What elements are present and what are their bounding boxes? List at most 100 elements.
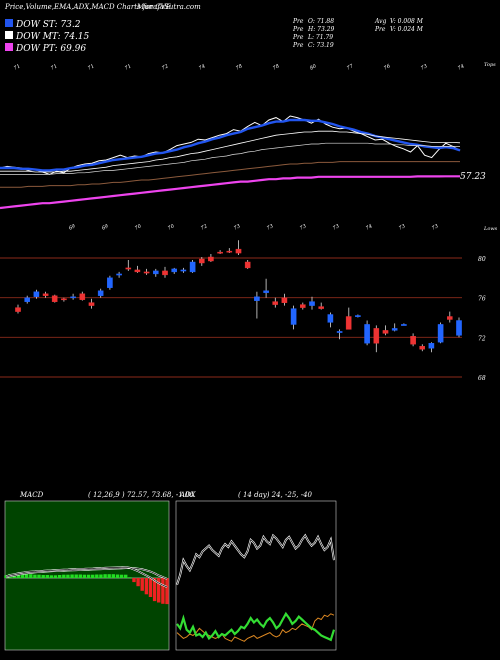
top-marker-label: 80 — [309, 63, 318, 72]
low-marker-label: 69 — [101, 223, 110, 232]
stat-high: H: 73.29 — [307, 26, 335, 33]
stat-open: O: 71.88 — [308, 18, 334, 25]
stat-low: L: 71.79 — [307, 34, 333, 41]
stat-avg-vol: V: 0.008 M — [390, 18, 424, 25]
candle-down — [125, 267, 132, 270]
candle-down — [88, 302, 95, 306]
candle-up — [456, 320, 462, 336]
candle-up — [437, 324, 444, 343]
adx-minus-di-line — [176, 613, 335, 642]
stat-pre-vol-prefix: Pre — [374, 26, 386, 33]
candle-down — [217, 251, 223, 254]
low-marker-label: 73 — [431, 223, 440, 231]
candle-up — [171, 268, 178, 273]
adx-line-inner — [176, 534, 335, 585]
top-marker-label: 71 — [50, 63, 59, 71]
stat-open-prefix: Pre — [292, 18, 304, 25]
price-label: 57.23 — [460, 172, 486, 182]
candle-up — [309, 301, 315, 306]
low-marker-label: 70 — [134, 223, 143, 232]
low-marker-label: 73 — [233, 223, 242, 231]
candle-down — [318, 306, 325, 309]
chart-header-title: Price,Volume,EMA,ADX,MACD Charts for CVE — [4, 3, 171, 11]
price-tick-label: 76 — [478, 296, 486, 303]
ema-series-ema_mid_1 — [0, 130, 461, 173]
ema-panel: 71 71 71 71 72 74 78 78 80 77 76 73 74 69 69 70 70 72 73 73… — [0, 63, 466, 232]
price-tick-label: 72 — [478, 335, 486, 342]
candle-up — [263, 290, 269, 293]
candle-up — [428, 343, 435, 349]
candle-down — [134, 269, 141, 273]
top-marker-label: 74 — [457, 63, 466, 71]
low-marker-label: 70 — [167, 223, 176, 232]
candle-up — [180, 269, 187, 272]
price-tick-label: 80 — [478, 256, 486, 263]
candle-up — [189, 261, 196, 273]
macd-signal-line — [5, 567, 168, 580]
adx-plus-di-line — [176, 611, 336, 642]
candle-up — [401, 324, 407, 326]
ema-series-ema_brown — [0, 161, 460, 188]
macd-plot — [4, 566, 169, 605]
candle-up — [107, 277, 113, 288]
candle-up — [336, 331, 343, 333]
top-marker-label: 71 — [87, 63, 96, 71]
candle-down — [373, 328, 380, 344]
candle-down — [198, 258, 205, 264]
legend: DOW ST: 73.2 DOW MT: 74.15 DOW PT: 69.96 — [5, 19, 90, 54]
legend-pt-label: DOW PT: 69.96 — [15, 44, 86, 54]
candle-down — [272, 301, 279, 305]
candle-up — [33, 291, 40, 297]
low-marker-label: 73 — [299, 223, 308, 231]
ema-series-ema_mid_2 — [0, 142, 460, 175]
legend-mt-label: DOW MT: 74.15 — [15, 32, 90, 42]
candle-up — [290, 308, 297, 325]
candle-down — [51, 295, 58, 302]
top-marker-label: 73 — [420, 63, 429, 71]
candle-down — [244, 261, 251, 269]
candle-down — [42, 293, 49, 296]
candle-up — [116, 273, 122, 276]
stat-pre-vol: V: 0.024 M — [390, 26, 424, 33]
ema-series-price — [0, 115, 461, 175]
ema-series-ema_long — [0, 175, 460, 210]
candle-down — [79, 293, 86, 300]
candle-up — [70, 296, 76, 299]
macd-label: MACD — [19, 491, 44, 499]
candle-down — [15, 307, 21, 312]
low-marker-label: 73 — [398, 223, 407, 231]
low-marker-label: 73 — [266, 223, 275, 231]
low-marker-label: 69 — [68, 223, 77, 232]
candle-down — [208, 256, 214, 262]
stat-close-prefix: Pre — [292, 42, 304, 49]
top-marker-label: 71 — [13, 63, 22, 71]
candle-up — [97, 290, 104, 296]
candle-up — [391, 328, 398, 331]
candle-up — [254, 296, 260, 301]
macd-line — [5, 566, 168, 588]
legend-st-label: DOW ST: 73.2 — [15, 20, 81, 30]
candle-down — [410, 336, 416, 345]
candle-up — [24, 297, 31, 302]
tops-label: Tops — [484, 62, 496, 68]
top-marker-label: 76 — [383, 63, 392, 72]
candle-up — [327, 314, 334, 323]
stat-low-prefix: Pre — [292, 34, 304, 41]
candle-down — [235, 248, 242, 254]
macd-params: ( 12,26,9 ) 72.57, 73.68, -1.06 — [88, 491, 194, 499]
candle-down — [143, 271, 150, 274]
low-marker-label: 73 — [332, 223, 341, 231]
candle-down — [300, 304, 306, 308]
candle-down — [162, 270, 168, 276]
candle-down — [226, 250, 233, 253]
top-marker-label: 72 — [161, 63, 170, 71]
ema-series-ema_short — [0, 118, 461, 172]
low-marker-label: 72 — [200, 223, 209, 231]
price-tick-label: 68 — [478, 375, 486, 382]
adx-plot — [176, 533, 336, 642]
top-marker-label: 77 — [346, 63, 355, 72]
candle-panel: 80 76 72 68 — [0, 240, 486, 382]
candle-down — [419, 346, 426, 350]
stat-high-prefix: Pre — [292, 26, 304, 33]
